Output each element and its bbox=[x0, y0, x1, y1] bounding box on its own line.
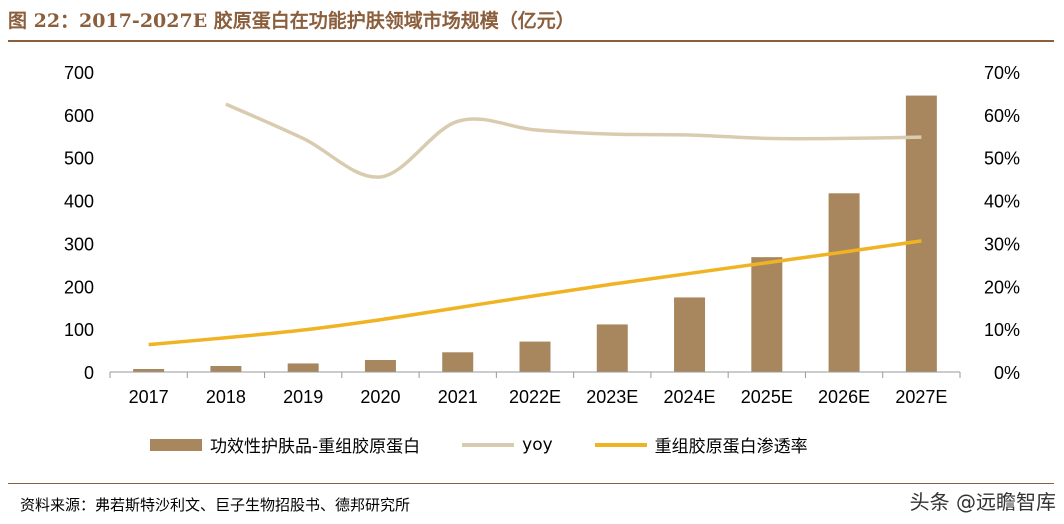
bar bbox=[442, 352, 474, 372]
bar bbox=[905, 95, 937, 373]
y-left-tick-label: 200 bbox=[64, 277, 94, 297]
y-right-tick-label: 30% bbox=[984, 234, 1020, 254]
bar bbox=[133, 369, 165, 372]
y-left-tick-label: 500 bbox=[64, 149, 94, 169]
legend-label-bar: 功效性护肤品-重组胶原蛋白 bbox=[210, 437, 421, 457]
legend-item-penetration: 重组胶原蛋白渗透率 bbox=[594, 432, 808, 457]
y-left-tick-label: 400 bbox=[64, 192, 94, 212]
x-tick-label: 2023E bbox=[586, 387, 638, 407]
chart-area: 0 100 200 300 400 500 600 700 0% 10% 20% 30% 40% 50%… bbox=[64, 63, 1020, 407]
legend-label-yoy: yoy bbox=[522, 434, 553, 455]
bar bbox=[828, 193, 860, 372]
x-tick-label: 2019 bbox=[283, 387, 323, 407]
y-right-tick-label: 50% bbox=[984, 149, 1020, 169]
x-tick-label: 2020 bbox=[360, 387, 400, 407]
yoy-line bbox=[225, 102, 922, 179]
y-left-tick-label: 0 bbox=[84, 363, 94, 383]
legend-swatch-yoy bbox=[462, 442, 515, 447]
x-tick-label: 2021 bbox=[438, 387, 478, 407]
x-tick-label: 2025E bbox=[741, 387, 793, 407]
bar-series bbox=[133, 95, 937, 373]
x-tick-label: 2024E bbox=[664, 387, 716, 407]
source-note: 资料来源：弗若斯特沙利文、巨子生物招股书、德邦研究所 bbox=[20, 496, 411, 514]
legend-swatch-bar bbox=[150, 438, 202, 451]
bar bbox=[596, 324, 628, 372]
legend-item-yoy: yoy bbox=[462, 435, 553, 455]
y-right-tick-label: 20% bbox=[984, 277, 1020, 297]
bar bbox=[519, 341, 551, 372]
y-right-tick-label: 40% bbox=[984, 192, 1020, 212]
x-axis: 2017 2018 2019 2020 2021 2022E 2023E 2024E 2025E… bbox=[109, 372, 961, 407]
y-right-tick-label: 70% bbox=[984, 63, 1020, 83]
x-tick-label: 2022E bbox=[509, 387, 561, 407]
y-left-tick-label: 700 bbox=[64, 63, 94, 83]
y-right-tick-label: 0% bbox=[994, 363, 1020, 383]
x-tick-label: 2018 bbox=[206, 387, 246, 407]
bar bbox=[210, 366, 242, 372]
legend-swatch-penetration bbox=[594, 442, 647, 447]
penetration-line bbox=[148, 239, 922, 347]
watermark: 头条 @远瞻智库 bbox=[909, 490, 1056, 514]
x-tick-label: 2017 bbox=[129, 387, 169, 407]
bar bbox=[287, 363, 319, 372]
y-left-axis: 0 100 200 300 400 500 600 700 bbox=[64, 63, 94, 383]
legend-item-bar: 功效性护肤品-重组胶原蛋白 bbox=[150, 432, 420, 457]
footer-divider bbox=[8, 483, 1054, 484]
legend-label-penetration: 重组胶原蛋白渗透率 bbox=[654, 437, 808, 457]
bar bbox=[364, 360, 396, 372]
x-tick-label: 2026E bbox=[818, 387, 870, 407]
legend: 功效性护肤品-重组胶原蛋白 yoy 重组胶原蛋白渗透率 bbox=[150, 432, 970, 457]
y-left-tick-label: 300 bbox=[64, 234, 94, 254]
bar bbox=[751, 257, 783, 372]
y-right-tick-label: 60% bbox=[984, 106, 1020, 126]
chart-title: 图 22：2017-2027E 胶原蛋白在功能护肤领域市场规模（亿元） bbox=[8, 10, 575, 32]
y-right-tick-label: 10% bbox=[984, 320, 1020, 340]
y-right-axis: 0% 10% 20% 30% 40% 50% 60% 70% bbox=[984, 63, 1020, 383]
y-left-tick-label: 100 bbox=[64, 320, 94, 340]
y-left-tick-label: 600 bbox=[64, 106, 94, 126]
x-tick-label: 2027E bbox=[895, 387, 947, 407]
title-divider bbox=[8, 40, 1054, 42]
bar bbox=[674, 297, 706, 372]
